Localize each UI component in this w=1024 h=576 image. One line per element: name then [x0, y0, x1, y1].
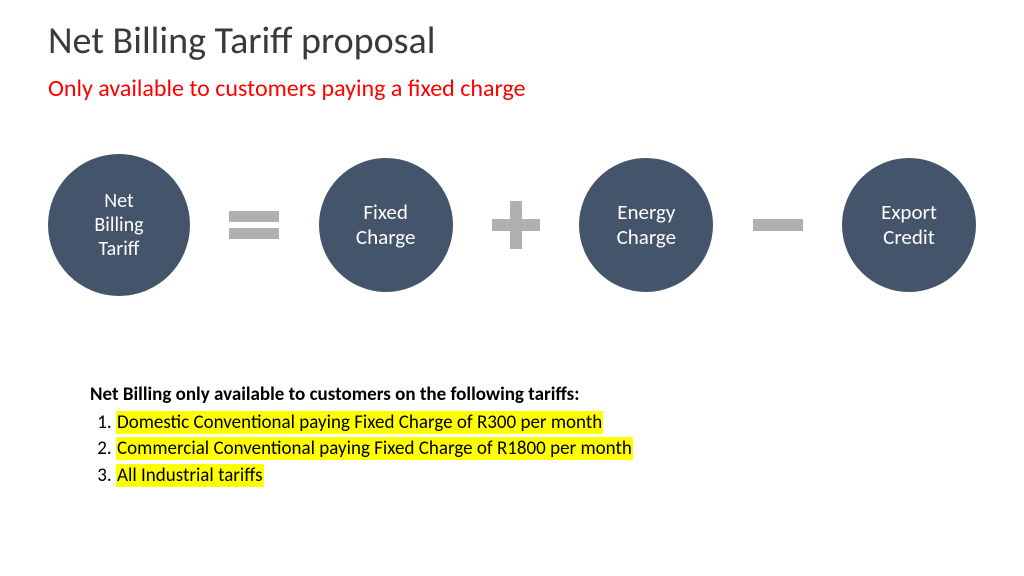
equation-diagram: Net Billing Tariff Fixed Charge Energy Cha…: [48, 150, 976, 300]
equals-icon: [229, 205, 279, 245]
footer-item-text: Domestic Conventional paying Fixed Charg…: [116, 411, 603, 434]
footer-item-text: All Industrial tariffs: [116, 464, 264, 487]
equation-node-1: Fixed Charge: [319, 158, 453, 292]
plus-icon: [492, 201, 540, 249]
equation-node-3: Export Credit: [842, 158, 976, 292]
equation-node-2: Energy Charge: [579, 158, 713, 292]
minus-icon: [753, 205, 803, 245]
footer-item-0: Domestic Conventional paying Fixed Charg…: [116, 410, 633, 436]
footer-item-1: Commercial Conventional paying Fixed Cha…: [116, 436, 633, 462]
footer-item-2: All Industrial tariffs: [116, 463, 633, 489]
footer-block: Net Billing only available to customers …: [90, 382, 633, 490]
footer-item-text: Commercial Conventional paying Fixed Cha…: [116, 437, 633, 460]
footer-list: Domestic Conventional paying Fixed Charg…: [90, 410, 633, 489]
page-title: Net Billing Tariff proposal: [48, 18, 435, 64]
equation-node-0: Net Billing Tariff: [48, 154, 190, 296]
footer-heading: Net Billing only available to customers …: [90, 382, 633, 408]
subtitle: Only available to customers paying a fix…: [48, 74, 526, 103]
